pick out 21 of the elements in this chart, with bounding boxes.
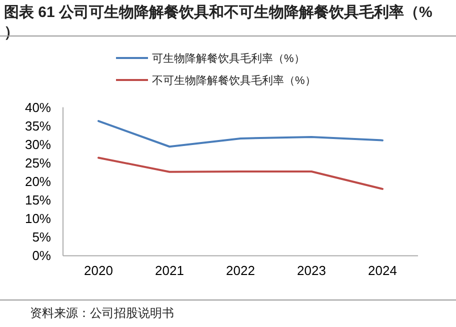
y-tick-label: 0% (32, 248, 52, 264)
legend-item: 不可生物降解餐饮具毛利率（%） (116, 75, 316, 87)
x-tick-label: 2023 (297, 263, 326, 278)
legend-label: 可生物降解餐饮具毛利率（%） (152, 52, 305, 65)
y-tick-label: 25% (24, 155, 52, 170)
y-tick-label: 10% (24, 211, 52, 226)
legend-item: 可生物降解餐饮具毛利率（%） (116, 53, 305, 65)
line-series (98, 120, 384, 148)
x-tick-label: 2021 (155, 263, 184, 278)
x-tick-label: 2020 (84, 263, 113, 278)
y-tick-label: 20% (24, 174, 52, 189)
x-tick-label: 2024 (368, 263, 397, 278)
y-tick-label: 40% (24, 100, 52, 115)
text: 资料来源：公司招股说明书 (30, 306, 174, 320)
y-tick-label: 35% (24, 118, 52, 134)
y-tick-label: 5% (32, 230, 52, 245)
line-series (98, 156, 384, 190)
legend-label: 不可生物降解餐饮具毛利率（%） (152, 74, 316, 87)
x-tick-label: 2022 (226, 263, 255, 278)
y-tick-label: 15% (24, 192, 52, 208)
y-tick-label: 30% (24, 136, 52, 152)
